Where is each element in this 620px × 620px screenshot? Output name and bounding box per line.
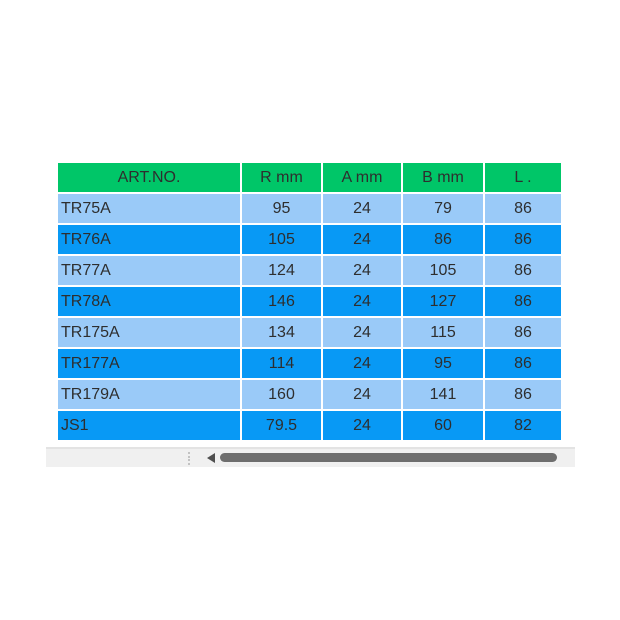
b-value-cell: 127: [403, 287, 483, 316]
b-value-cell: 86: [403, 225, 483, 254]
art-no-cell: TR78A: [58, 287, 240, 316]
l-value-cell: 86: [485, 256, 561, 285]
column-header: B mm: [403, 163, 483, 192]
a-value-cell: 24: [323, 287, 401, 316]
product-spec-table: ART.NO. R mm A mm B mm L . TR75A 95 24 79 86 TR76…: [56, 161, 563, 442]
r-value-cell: 79.5: [242, 411, 321, 440]
table-row: TR77A 124 24 105 86: [58, 256, 561, 285]
r-value-cell: 114: [242, 349, 321, 378]
a-value-cell: 24: [323, 380, 401, 409]
table-row: TR75A 95 24 79 86: [58, 194, 561, 223]
l-value-cell: 86: [485, 287, 561, 316]
r-value-cell: 95: [242, 194, 321, 223]
a-value-cell: 24: [323, 318, 401, 347]
b-value-cell: 105: [403, 256, 483, 285]
column-header: ART.NO.: [58, 163, 240, 192]
b-value-cell: 115: [403, 318, 483, 347]
r-value-cell: 134: [242, 318, 321, 347]
r-value-cell: 124: [242, 256, 321, 285]
table-row: TR177A 114 24 95 86: [58, 349, 561, 378]
a-value-cell: 24: [323, 256, 401, 285]
r-value-cell: 146: [242, 287, 321, 316]
art-no-cell: TR175A: [58, 318, 240, 347]
art-no-cell: TR75A: [58, 194, 240, 223]
b-value-cell: 79: [403, 194, 483, 223]
a-value-cell: 24: [323, 411, 401, 440]
art-no-cell: TR179A: [58, 380, 240, 409]
b-value-cell: 141: [403, 380, 483, 409]
b-value-cell: 60: [403, 411, 483, 440]
table-row: TR78A 146 24 127 86: [58, 287, 561, 316]
l-value-cell: 86: [485, 349, 561, 378]
a-value-cell: 24: [323, 349, 401, 378]
column-header: A mm: [323, 163, 401, 192]
column-header: L .: [485, 163, 561, 192]
l-value-cell: 86: [485, 380, 561, 409]
horizontal-scrollbar[interactable]: [46, 447, 575, 467]
a-value-cell: 24: [323, 225, 401, 254]
table-row: TR179A 160 24 141 86: [58, 380, 561, 409]
table-row: JS1 79.5 24 60 82: [58, 411, 561, 440]
table-body: TR75A 95 24 79 86 TR76A 105 24 86 86 TR77A 124 24 105…: [58, 194, 561, 440]
l-value-cell: 86: [485, 225, 561, 254]
l-value-cell: 86: [485, 194, 561, 223]
r-value-cell: 160: [242, 380, 321, 409]
l-value-cell: 82: [485, 411, 561, 440]
b-value-cell: 95: [403, 349, 483, 378]
column-header: R mm: [242, 163, 321, 192]
table-header-row: ART.NO. R mm A mm B mm L .: [58, 163, 561, 192]
art-no-cell: TR77A: [58, 256, 240, 285]
table-row: TR76A 105 24 86 86: [58, 225, 561, 254]
l-value-cell: 86: [485, 318, 561, 347]
a-value-cell: 24: [323, 194, 401, 223]
r-value-cell: 105: [242, 225, 321, 254]
drag-handle-icon[interactable]: [187, 452, 190, 465]
table-row: TR175A 134 24 115 86: [58, 318, 561, 347]
art-no-cell: TR76A: [58, 225, 240, 254]
scrollbar-thumb[interactable]: [220, 453, 557, 462]
scroll-left-arrow-icon[interactable]: [207, 453, 215, 463]
art-no-cell: JS1: [58, 411, 240, 440]
art-no-cell: TR177A: [58, 349, 240, 378]
